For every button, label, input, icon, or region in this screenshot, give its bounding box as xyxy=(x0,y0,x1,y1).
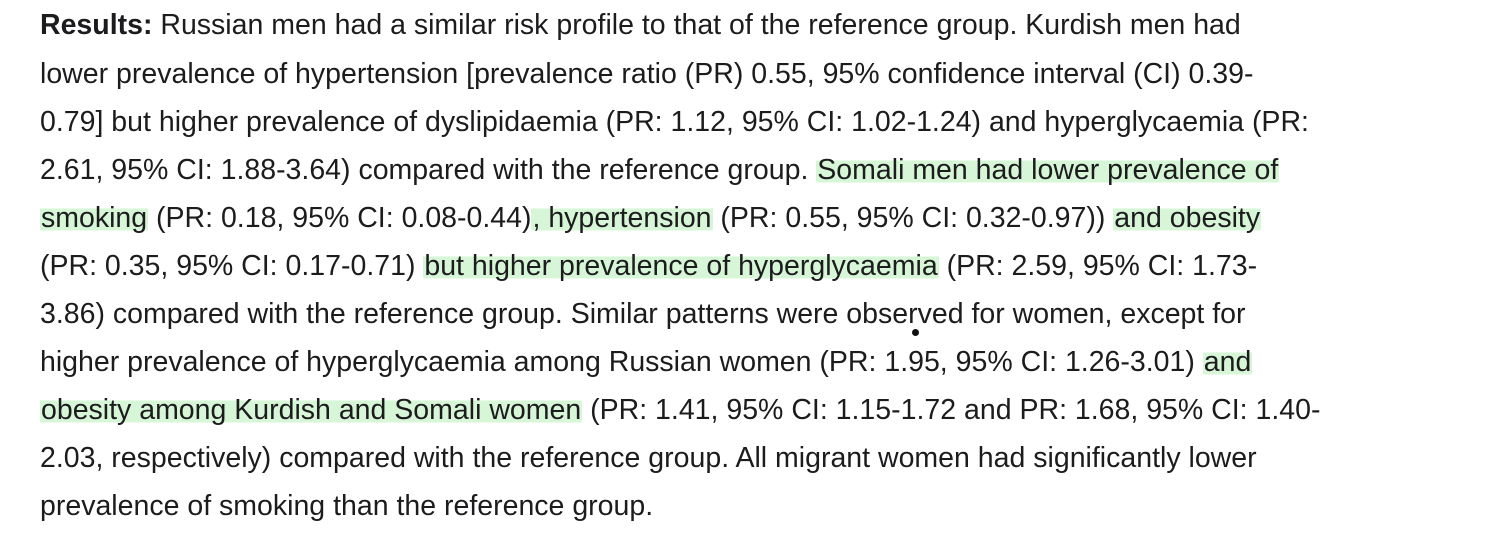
text-run: 2.03, respectively) compared with the re… xyxy=(40,442,1257,474)
text-line: smoking (PR: 0.18, 95% CI: 0.08-0.44), h… xyxy=(40,194,1460,242)
text-run: 3.86) compared with the reference group.… xyxy=(40,298,1246,330)
text-run: (PR: 0.55, 95% CI: 0.32-0.97)) xyxy=(712,202,1114,234)
text-line: Results: Russian men had a similar risk … xyxy=(40,0,1460,50)
text-line: prevalence of smoking than the reference… xyxy=(40,482,1460,530)
text-line: 3.86) compared with the reference group.… xyxy=(40,290,1460,338)
text-line: 2.61, 95% CI: 1.88-3.64) compared with t… xyxy=(40,146,1460,194)
text-run: (PR: 0.18, 95% CI: 0.08-0.44) xyxy=(148,202,532,234)
text-run: 2.61, 95% CI: 1.88-3.64) compared with t… xyxy=(40,154,817,186)
text-run: 0.79] but higher prevalence of dyslipida… xyxy=(40,106,1309,138)
highlighted-text: and obesity xyxy=(1113,202,1262,234)
text-run: (PR: 0.35, 95% CI: 0.17-0.71) xyxy=(40,250,424,282)
text-run: prevalence of smoking than the reference… xyxy=(40,490,654,522)
results-heading: Results: xyxy=(40,9,153,41)
highlighted-text: , hypertension xyxy=(531,202,713,234)
text-line: 0.79] but higher prevalence of dyslipida… xyxy=(40,98,1460,146)
text-line: (PR: 0.35, 95% CI: 0.17-0.71) but higher… xyxy=(40,242,1460,290)
text-run: (PR: 1.41, 95% CI: 1.15-1.72 and PR: 1.6… xyxy=(582,394,1321,426)
text-line: lower prevalence of hypertension [preval… xyxy=(40,50,1460,98)
text-run: Russian men had a similar risk profile t… xyxy=(152,9,1241,41)
highlighted-text: obesity among Kurdish and Somali women xyxy=(40,394,583,426)
highlighted-text: smoking xyxy=(40,202,149,234)
highlighted-text: Somali men had lower prevalence of xyxy=(816,154,1280,186)
text-run: lower prevalence of hypertension [preval… xyxy=(40,58,1254,90)
cursor-dot xyxy=(912,329,919,336)
text-line: 2.03, respectively) compared with the re… xyxy=(40,434,1460,482)
text-line: obesity among Kurdish and Somali women (… xyxy=(40,386,1460,434)
highlighted-text: but higher prevalence of hyperglycaemia xyxy=(423,250,939,282)
text-line: higher prevalence of hyperglycaemia amon… xyxy=(40,338,1460,386)
text-run: (PR: 2.59, 95% CI: 1.73- xyxy=(938,250,1258,282)
text-run: higher prevalence of hyperglycaemia amon… xyxy=(40,346,1203,378)
highlighted-text: and xyxy=(1202,346,1253,378)
results-paragraph: Results: Russian men had a similar risk … xyxy=(40,0,1460,530)
